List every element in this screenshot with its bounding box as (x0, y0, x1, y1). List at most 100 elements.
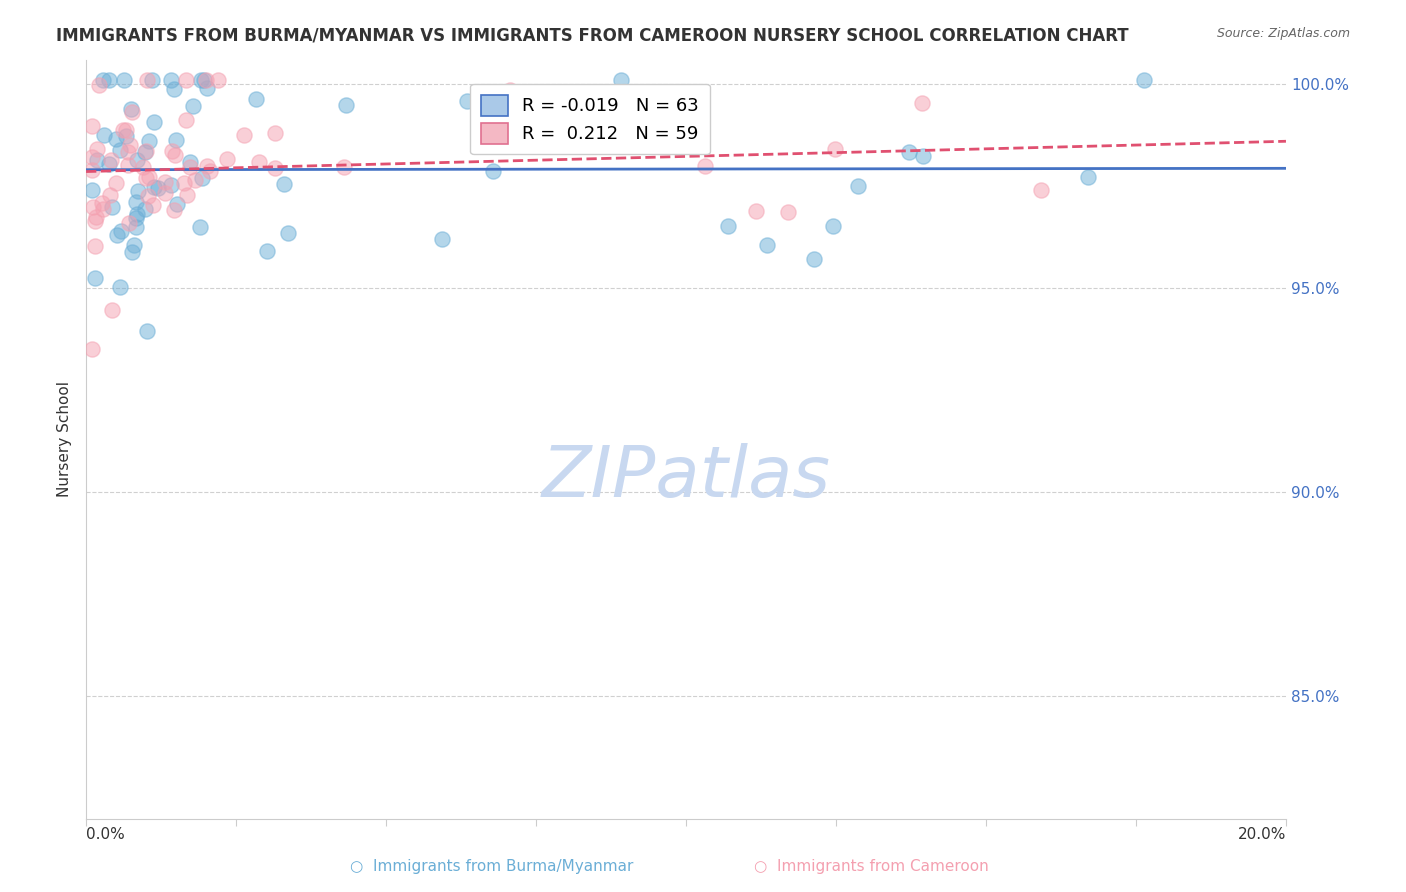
Point (173, 176, 195, 190)
Point (160, 178, 183, 192)
Point (776, 205, 799, 219)
Point (91, 202, 114, 217)
Point (134, 202, 156, 217)
Point (456, 94, 478, 108)
Point (127, 207, 149, 221)
Point (910, 96, 932, 111)
Point (124, 211, 146, 225)
Point (184, 173, 207, 187)
Point (247, 154, 270, 169)
Text: ZIPatlas: ZIPatlas (541, 442, 831, 512)
Point (179, 160, 201, 174)
Point (136, 324, 159, 338)
Point (143, 115, 166, 129)
Point (195, 81, 218, 95)
Point (693, 160, 716, 174)
Point (163, 148, 186, 162)
Point (217, 152, 239, 166)
Point (179, 155, 201, 169)
Point (82, 343, 104, 357)
Point (163, 203, 186, 218)
Point (197, 159, 219, 173)
Point (93, 73, 115, 87)
Point (745, 203, 768, 218)
Point (135, 73, 157, 87)
Point (80, 150, 103, 164)
Point (195, 73, 218, 87)
Point (898, 145, 921, 160)
Text: 20.0%: 20.0% (1237, 827, 1286, 842)
Point (174, 113, 197, 128)
Point (100, 153, 122, 167)
Point (142, 198, 165, 212)
Point (191, 171, 214, 186)
Point (264, 161, 287, 176)
Point (481, 164, 503, 178)
Point (138, 170, 160, 185)
Point (148, 181, 170, 195)
Point (803, 252, 825, 267)
Point (911, 149, 934, 163)
Point (83, 270, 105, 285)
Point (121, 245, 143, 260)
Point (136, 189, 159, 203)
Point (499, 83, 522, 97)
Point (756, 238, 779, 252)
Point (101, 303, 124, 318)
Point (183, 99, 205, 113)
Point (824, 142, 846, 156)
Point (717, 219, 740, 234)
Point (176, 188, 198, 202)
Point (256, 244, 278, 258)
Point (190, 219, 212, 234)
Point (86, 142, 108, 156)
Point (1133, 73, 1156, 87)
Point (115, 128, 138, 143)
Point (110, 280, 132, 294)
Text: IMMIGRANTS FROM BURMA/MYANMAR VS IMMIGRANTS FROM CAMEROON NURSERY SCHOOL CORRELA: IMMIGRANTS FROM BURMA/MYANMAR VS IMMIGRA… (56, 27, 1129, 45)
Point (80, 183, 103, 197)
Point (198, 164, 221, 178)
Point (120, 103, 142, 117)
Point (333, 160, 356, 174)
Point (117, 145, 139, 159)
Point (98, 73, 121, 87)
Text: 0.0%: 0.0% (86, 827, 125, 842)
Text: Source: ZipAtlas.com: Source: ZipAtlas.com (1216, 27, 1350, 40)
Point (125, 219, 148, 234)
Point (82, 200, 104, 214)
Point (105, 227, 128, 242)
Point (132, 160, 155, 174)
Point (166, 197, 188, 211)
Point (114, 123, 136, 137)
Point (135, 170, 157, 185)
Point (108, 144, 131, 158)
Point (120, 138, 142, 153)
Point (110, 224, 132, 238)
Point (125, 153, 148, 167)
Point (143, 179, 166, 194)
Point (89, 78, 111, 92)
Point (138, 134, 160, 148)
Point (160, 144, 183, 158)
Point (335, 98, 357, 112)
Point (163, 82, 186, 96)
Y-axis label: Nursery School: Nursery School (58, 381, 72, 497)
Point (823, 219, 845, 233)
Point (84, 238, 107, 252)
Point (134, 145, 156, 160)
Point (1029, 183, 1052, 197)
Point (104, 176, 127, 190)
Point (105, 132, 128, 146)
Point (125, 194, 148, 209)
Point (276, 226, 298, 240)
Point (610, 73, 633, 87)
Point (664, 129, 686, 144)
Point (176, 73, 198, 87)
Point (124, 237, 146, 252)
Point (118, 216, 141, 230)
Text: ○  Immigrants from Cameroon: ○ Immigrants from Cameroon (755, 859, 988, 874)
Point (848, 179, 870, 194)
Point (121, 104, 143, 119)
Point (193, 73, 215, 87)
